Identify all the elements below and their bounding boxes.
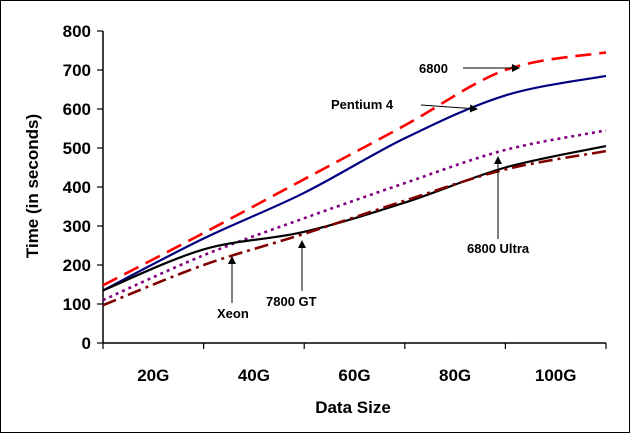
- annotation-arrow-pentium-4: [420, 104, 478, 113]
- x-tick-label: 60G: [338, 366, 370, 385]
- x-tick-label: 100G: [535, 366, 577, 385]
- series-line-pentium-4: [102, 74, 607, 292]
- y-tick-label: 700: [63, 61, 91, 80]
- annotation-label-6800: 6800: [419, 61, 448, 76]
- y-tick-label: 500: [63, 139, 91, 158]
- annotation-label-xeon: Xeon: [217, 306, 249, 321]
- series-layer: [102, 51, 607, 307]
- series-line-7800-gt: [102, 149, 607, 307]
- x-tick-label: 80G: [439, 366, 471, 385]
- x-tick-label: 40G: [238, 366, 270, 385]
- annotation-layer: 6800 Pentium 4 6800 Ultra Xeon 7800 GT: [217, 61, 530, 321]
- annotation-label-6800-ultra: 6800 Ultra: [467, 241, 530, 256]
- y-tick-label: 0: [82, 334, 91, 353]
- annotation-label-7800-gt: 7800 GT: [266, 294, 317, 309]
- y-tick-label: 100: [63, 295, 91, 314]
- y-tick-label: 400: [63, 178, 91, 197]
- annotation-label-pentium-4: Pentium 4: [331, 97, 394, 112]
- x-tick-label: 20G: [137, 366, 169, 385]
- y-tick-label: 600: [63, 100, 91, 119]
- y-tick-label: 800: [63, 22, 91, 41]
- series-line-xeon: [102, 145, 607, 292]
- y-tick-label: 300: [63, 217, 91, 236]
- axes: 0 100 200 300 400 500 600 700 800 20G 40G 60G 80G 100…: [63, 22, 607, 385]
- y-tick-label: 200: [63, 256, 91, 275]
- series-line-6800-ultra: [102, 129, 607, 302]
- y-axis-title: Time (in seconds): [23, 114, 42, 258]
- x-axis-title: Data Size: [315, 398, 391, 417]
